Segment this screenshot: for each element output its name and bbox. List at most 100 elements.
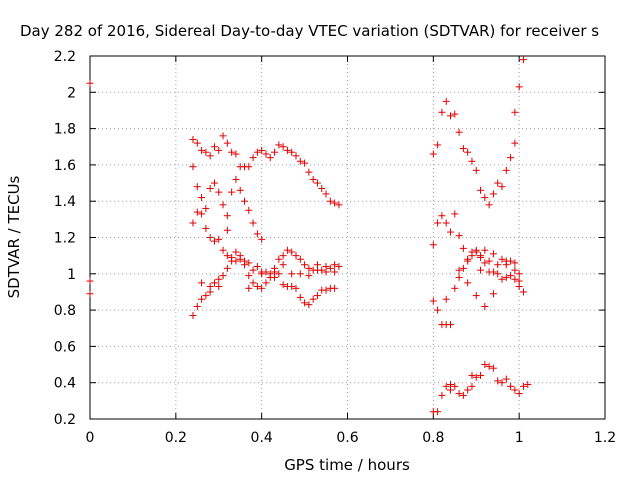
data-point xyxy=(468,248,476,256)
data-point xyxy=(511,275,519,283)
data-point xyxy=(472,292,480,300)
data-point xyxy=(481,259,489,267)
data-point xyxy=(326,197,334,205)
data-point xyxy=(455,273,463,281)
data-point xyxy=(86,277,94,285)
data-point xyxy=(477,266,485,274)
data-point xyxy=(253,283,261,291)
data-point xyxy=(279,281,287,289)
y-axis-label: SDTVAR / TECUs xyxy=(5,175,23,298)
data-point xyxy=(442,382,450,390)
data-point xyxy=(219,246,227,254)
data-point xyxy=(451,110,459,118)
data-point xyxy=(189,163,197,171)
data-point xyxy=(485,257,493,265)
data-point xyxy=(232,175,240,183)
x-tick-label: 1.2 xyxy=(594,430,616,446)
data-point xyxy=(288,248,296,256)
data-point xyxy=(275,141,283,149)
data-point xyxy=(485,362,493,370)
y-tick-label: 1.6 xyxy=(54,158,76,174)
data-point xyxy=(331,268,339,276)
data-point xyxy=(228,148,236,156)
data-point xyxy=(455,266,463,274)
data-point xyxy=(447,321,454,329)
data-point xyxy=(468,157,476,165)
data-point xyxy=(481,302,489,310)
data-point xyxy=(502,273,510,281)
data-point xyxy=(241,257,248,265)
data-point xyxy=(193,139,201,147)
data-point xyxy=(275,270,283,278)
x-tick-label: 0.2 xyxy=(165,430,187,446)
data-point xyxy=(438,212,446,220)
data-point xyxy=(481,194,489,202)
data-point xyxy=(468,371,476,379)
data-point xyxy=(296,255,304,263)
data-point xyxy=(253,148,261,156)
x-tick-label: 0 xyxy=(86,430,95,446)
data-point xyxy=(223,252,231,260)
data-point xyxy=(210,143,218,151)
data-point xyxy=(258,284,266,292)
data-point xyxy=(202,204,210,212)
data-point xyxy=(236,186,244,194)
y-tick-label: 0.6 xyxy=(54,339,76,355)
data-point xyxy=(335,201,343,209)
data-point xyxy=(219,201,227,209)
y-tick-label: 0.2 xyxy=(54,412,76,428)
data-point xyxy=(215,146,223,154)
data-point xyxy=(498,183,506,191)
data-point xyxy=(511,259,519,267)
data-point xyxy=(481,361,489,369)
data-point xyxy=(455,128,463,136)
data-point xyxy=(331,284,339,292)
data-point xyxy=(232,248,240,256)
data-point xyxy=(245,163,253,171)
data-point xyxy=(215,188,223,196)
data-point xyxy=(524,381,532,389)
x-axis-label: GPS time / hours xyxy=(284,456,410,474)
y-tick-label: 0.8 xyxy=(54,303,76,319)
y-tick-label: 1 xyxy=(67,267,76,283)
data-point xyxy=(210,237,218,245)
data-point xyxy=(515,390,523,398)
data-point xyxy=(464,279,472,287)
data-point xyxy=(262,268,270,276)
data-point xyxy=(515,277,523,285)
data-point xyxy=(271,264,279,272)
data-point xyxy=(511,139,519,147)
data-point xyxy=(305,301,313,309)
y-tick-label: 1.4 xyxy=(54,194,76,210)
data-point xyxy=(515,270,523,278)
data-point xyxy=(331,199,339,207)
data-point xyxy=(189,135,197,143)
data-point xyxy=(494,377,502,385)
data-point xyxy=(275,255,283,263)
chart-title: Day 282 of 2016, Sidereal Day-to-day VTE… xyxy=(20,22,599,40)
data-points xyxy=(86,56,532,416)
data-point xyxy=(245,272,253,280)
data-point xyxy=(223,264,231,272)
data-point xyxy=(322,263,330,271)
x-tick-label: 0.8 xyxy=(422,430,444,446)
data-point xyxy=(219,132,227,140)
data-point xyxy=(202,224,210,232)
data-point xyxy=(438,391,446,399)
data-point xyxy=(442,97,450,105)
data-point xyxy=(335,263,343,271)
data-point xyxy=(326,264,334,272)
data-point xyxy=(279,261,287,269)
data-point xyxy=(236,252,244,260)
data-point xyxy=(481,246,489,254)
data-point xyxy=(489,250,497,258)
data-point xyxy=(245,206,253,214)
data-point xyxy=(206,184,214,192)
data-point xyxy=(519,56,527,64)
data-point xyxy=(215,235,223,243)
data-point xyxy=(477,253,485,261)
data-point xyxy=(296,293,304,301)
data-point xyxy=(459,264,467,272)
data-point xyxy=(451,382,459,390)
